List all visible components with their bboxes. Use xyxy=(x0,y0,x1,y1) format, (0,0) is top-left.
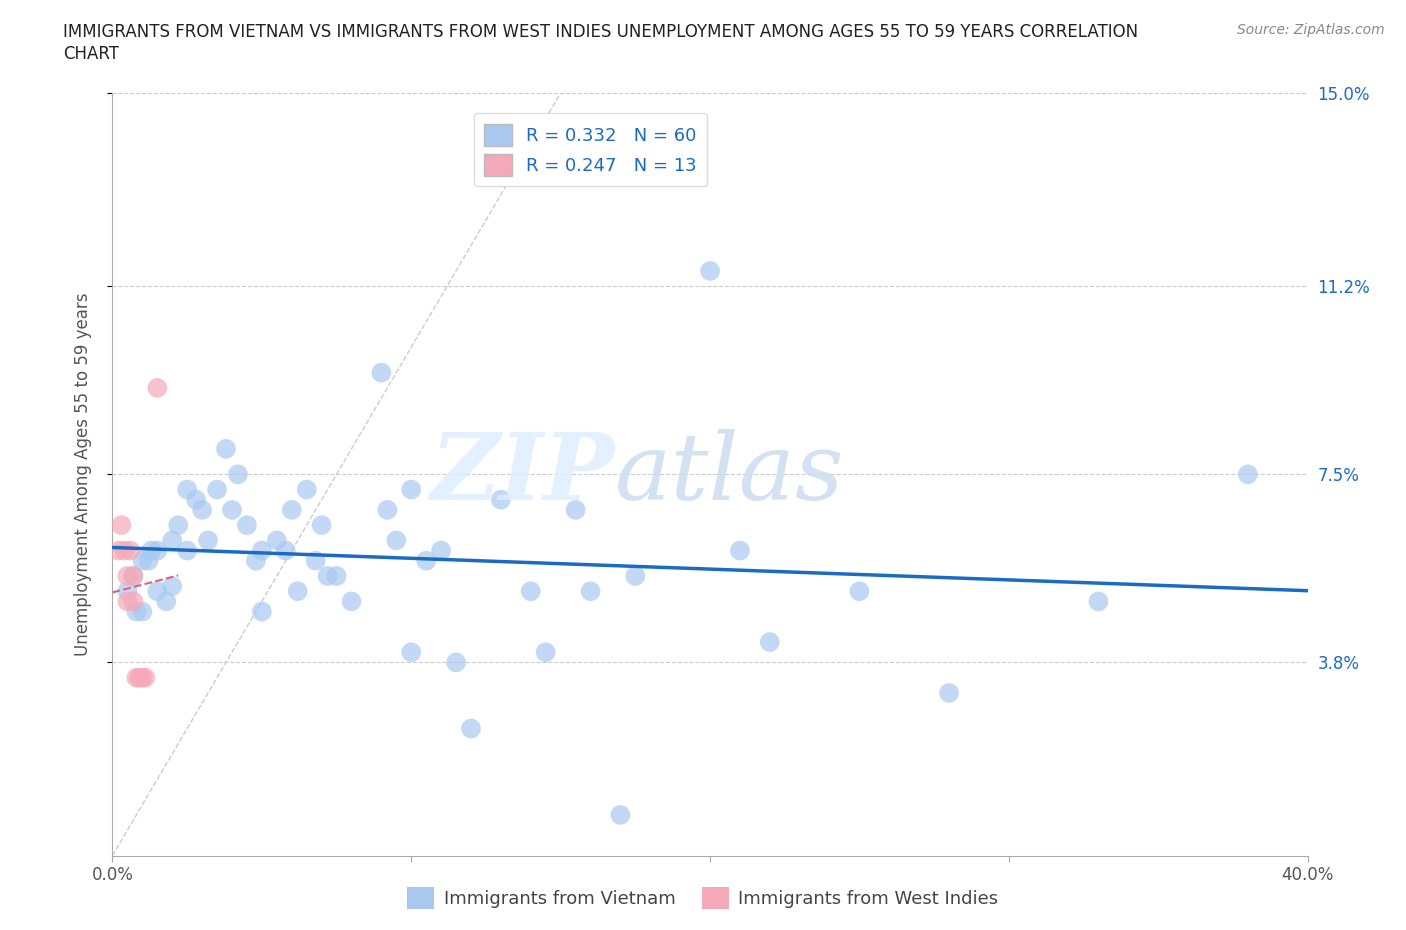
Point xyxy=(1237,467,1260,482)
Point xyxy=(759,634,782,649)
Point xyxy=(938,685,960,700)
Point xyxy=(564,502,586,517)
Point xyxy=(401,644,423,659)
Point xyxy=(385,533,408,548)
Point xyxy=(131,604,153,619)
Point xyxy=(266,533,288,548)
Point xyxy=(489,492,512,507)
Point xyxy=(250,543,273,558)
Point xyxy=(430,543,453,558)
Point xyxy=(340,594,363,609)
Point xyxy=(131,553,153,568)
Point xyxy=(848,584,870,599)
Point xyxy=(579,584,602,599)
Text: CHART: CHART xyxy=(63,45,120,62)
Text: IMMIGRANTS FROM VIETNAM VS IMMIGRANTS FROM WEST INDIES UNEMPLOYMENT AMONG AGES 5: IMMIGRANTS FROM VIETNAM VS IMMIGRANTS FR… xyxy=(63,23,1139,41)
Point xyxy=(176,543,198,558)
Point xyxy=(316,568,339,583)
Point xyxy=(226,467,249,482)
Point xyxy=(122,594,145,609)
Point xyxy=(146,380,169,395)
Point xyxy=(444,655,467,670)
Point xyxy=(125,604,148,619)
Point xyxy=(197,533,219,548)
Point xyxy=(245,553,267,568)
Point xyxy=(1087,594,1109,609)
Point xyxy=(460,721,482,736)
Point xyxy=(120,543,142,558)
Point xyxy=(274,543,297,558)
Point xyxy=(110,518,132,533)
Point xyxy=(250,604,273,619)
Point xyxy=(167,518,190,533)
Point xyxy=(186,492,208,507)
Point xyxy=(534,644,557,659)
Point xyxy=(141,543,163,558)
Point xyxy=(325,568,347,583)
Point xyxy=(128,671,150,685)
Legend: Immigrants from Vietnam, Immigrants from West Indies: Immigrants from Vietnam, Immigrants from… xyxy=(401,880,1005,916)
Point xyxy=(114,543,135,558)
Point xyxy=(122,568,145,583)
Point xyxy=(311,518,333,533)
Text: ZIP: ZIP xyxy=(430,430,614,519)
Point xyxy=(401,482,423,497)
Point xyxy=(699,263,721,278)
Point xyxy=(176,482,198,497)
Point xyxy=(370,365,392,380)
Point xyxy=(191,502,214,517)
Point xyxy=(609,807,631,822)
Point xyxy=(138,553,160,568)
Point xyxy=(146,584,169,599)
Point xyxy=(415,553,437,568)
Point xyxy=(131,671,153,685)
Text: Source: ZipAtlas.com: Source: ZipAtlas.com xyxy=(1237,23,1385,37)
Point xyxy=(236,518,259,533)
Point xyxy=(728,543,751,558)
Point xyxy=(117,594,139,609)
Y-axis label: Unemployment Among Ages 55 to 59 years: Unemployment Among Ages 55 to 59 years xyxy=(73,293,91,656)
Point xyxy=(117,584,139,599)
Point xyxy=(520,584,543,599)
Point xyxy=(155,594,177,609)
Text: atlas: atlas xyxy=(614,430,844,519)
Point xyxy=(624,568,647,583)
Point xyxy=(377,502,399,517)
Point xyxy=(162,578,183,593)
Point xyxy=(295,482,318,497)
Point xyxy=(146,543,169,558)
Point xyxy=(221,502,243,517)
Point xyxy=(117,568,139,583)
Point xyxy=(287,584,309,599)
Point xyxy=(215,442,238,457)
Point xyxy=(281,502,304,517)
Point xyxy=(107,543,129,558)
Point xyxy=(162,533,183,548)
Point xyxy=(305,553,328,568)
Point xyxy=(134,671,156,685)
Point xyxy=(125,671,148,685)
Point xyxy=(122,568,145,583)
Legend: R = 0.332   N = 60, R = 0.247   N = 13: R = 0.332 N = 60, R = 0.247 N = 13 xyxy=(474,113,707,186)
Point xyxy=(205,482,228,497)
